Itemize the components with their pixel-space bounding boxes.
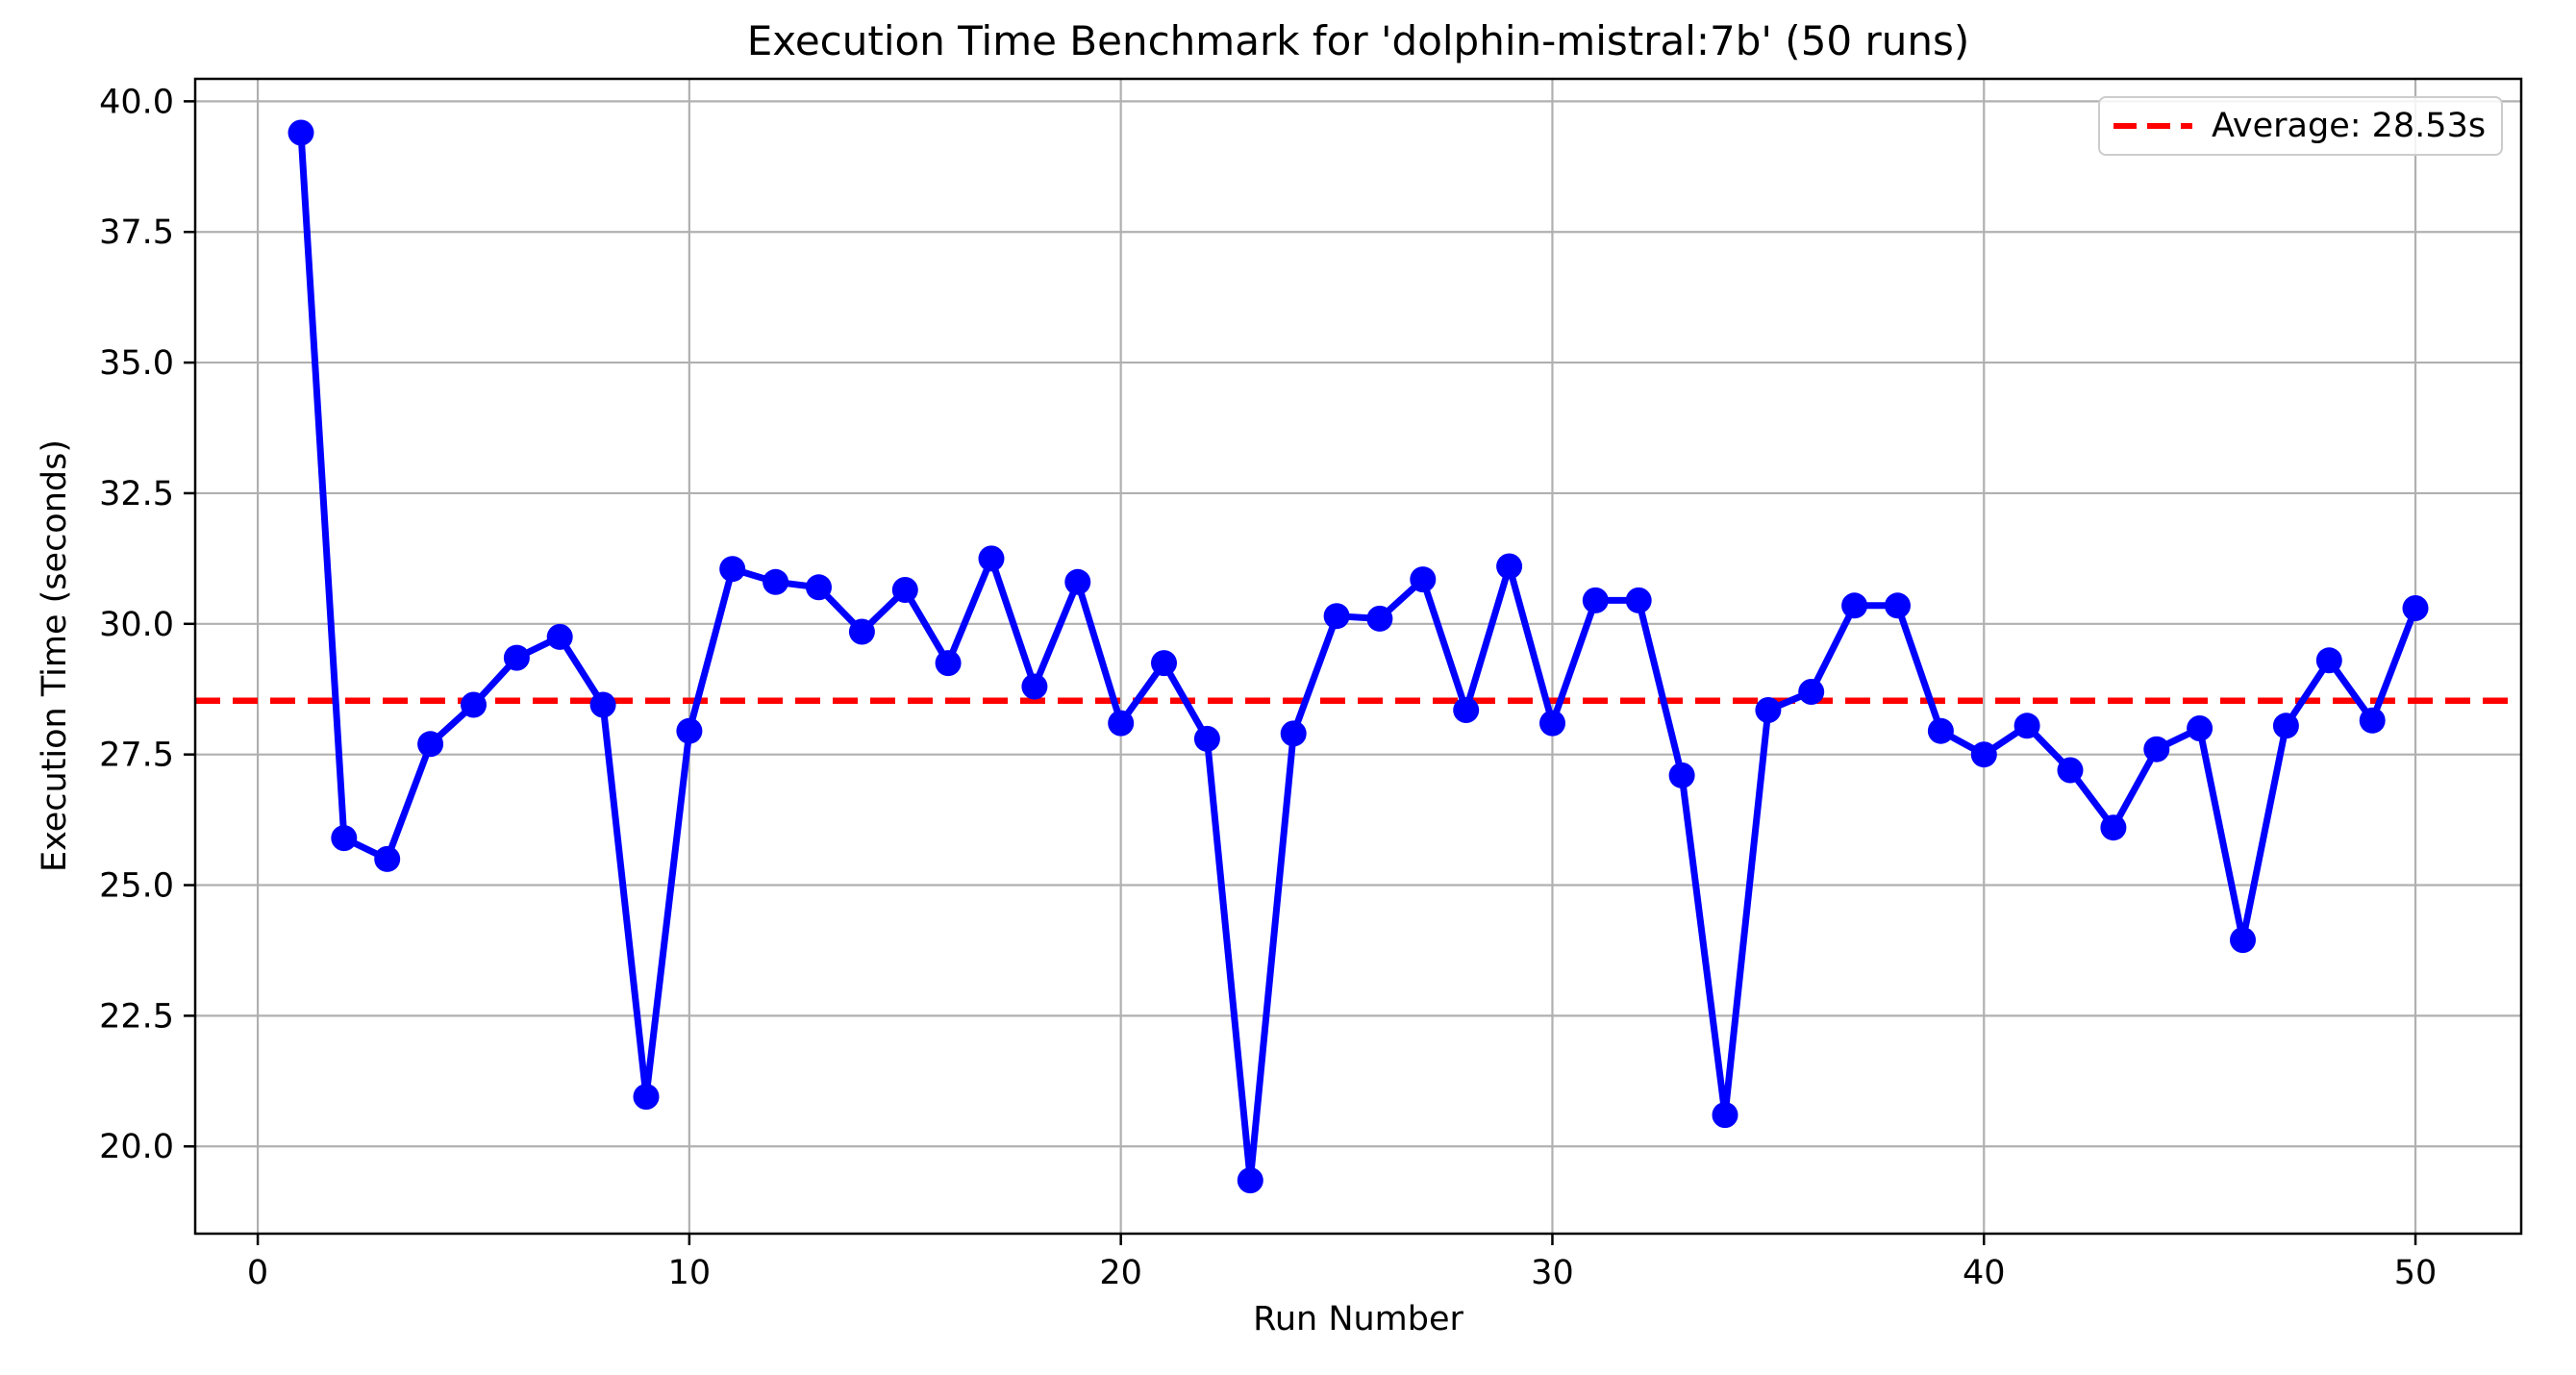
series-line [297, 129, 2419, 1185]
legend-label: Average: 28.53s [2212, 107, 2487, 145]
legend-average-line-icon [2113, 123, 2192, 129]
svg-text:27.5: 27.5 [99, 737, 174, 775]
svg-text:40: 40 [1963, 1254, 2006, 1292]
svg-text:37.5: 37.5 [99, 213, 174, 252]
svg-text:10: 10 [668, 1254, 712, 1292]
data-point-markers [288, 119, 2429, 1194]
svg-text:32.5: 32.5 [99, 475, 174, 513]
svg-text:25.0: 25.0 [99, 867, 174, 906]
svg-text:20.0: 20.0 [99, 1128, 174, 1166]
x-axis-label: Run Number [1253, 1300, 1463, 1338]
svg-text:50: 50 [2394, 1254, 2438, 1292]
svg-text:30.0: 30.0 [99, 606, 174, 644]
svg-text:40.0: 40.0 [99, 83, 174, 121]
svg-text:0: 0 [247, 1254, 268, 1292]
axes-spines [193, 77, 2523, 1236]
svg-text:30: 30 [1531, 1254, 1574, 1292]
svg-text:20: 20 [1099, 1254, 1142, 1292]
svg-text:22.5: 22.5 [99, 997, 174, 1036]
svg-text:35.0: 35.0 [99, 344, 174, 383]
axis-tick-labels: 0 10 20 30 40 50 20.0 22.5 25.0 27.5 30.0 32.5 35.0 3… [99, 83, 2437, 1292]
gridlines [195, 79, 2521, 1234]
legend: Average: 28.53s [2098, 96, 2503, 156]
chart-title: Execution Time Benchmark for 'dolphin-mi… [746, 17, 1970, 64]
y-axis-label: Execution Time (seconds) [36, 438, 74, 873]
axis-ticks [184, 100, 2417, 1245]
